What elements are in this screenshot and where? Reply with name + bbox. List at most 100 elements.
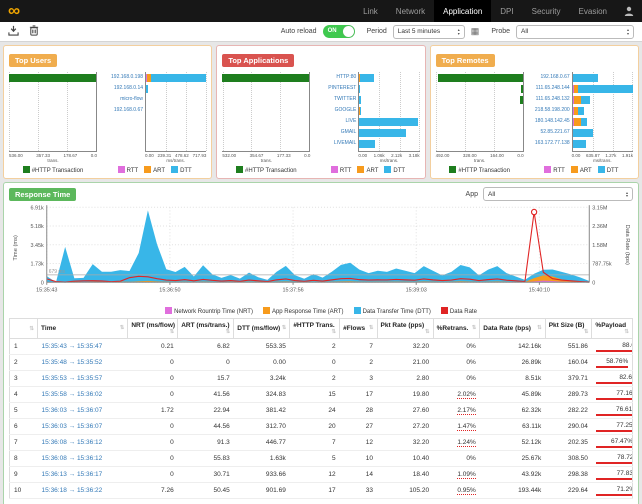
- legend-swatch: [353, 307, 361, 314]
- column-header[interactable]: Pkt Size (B) ⇅: [544, 318, 593, 339]
- payload-cell: 88.02%: [591, 338, 633, 355]
- nav-item-link[interactable]: Link: [363, 6, 378, 16]
- axis-tick: 3.18k: [408, 153, 420, 158]
- bar-segment: [572, 128, 593, 137]
- toolbar: Auto reload ON Period Last 5 minutes ▴ ▾ …: [0, 22, 642, 42]
- calendar-icon[interactable]: ▦: [470, 26, 480, 36]
- column-header[interactable]: DTT (ms/flow) ⇅: [233, 318, 291, 339]
- nav-item-network[interactable]: Network: [395, 6, 426, 16]
- time-range-link[interactable]: 15:35:53 → 15:35:57: [37, 370, 128, 387]
- legend-item: ART: [144, 166, 165, 174]
- bar-segment: [359, 128, 406, 137]
- legend-swatch: [440, 307, 448, 314]
- time-range-link[interactable]: 15:36:18 → 15:36:22: [37, 482, 128, 499]
- category-label: micro-flow: [120, 96, 144, 102]
- toggle-on-text: ON: [327, 28, 337, 34]
- bar-segment: [146, 73, 151, 82]
- category-label: 52.85.221.67: [540, 129, 570, 135]
- bar-segment: [574, 95, 582, 104]
- mini-chart-legend: #HTTP Transaction: [9, 166, 97, 174]
- data-cell: 15.7: [177, 370, 234, 387]
- payload-bar: [595, 381, 633, 384]
- column-header[interactable]: %Retrans. ⇅: [432, 318, 481, 339]
- retrans-cell: 1.09%: [433, 466, 480, 483]
- trash-icon[interactable]: [29, 23, 39, 41]
- axis-tick: 492.00: [435, 153, 450, 158]
- data-cell: 10.40: [377, 450, 434, 467]
- download-icon[interactable]: [8, 23, 19, 41]
- column-header[interactable]: Data Rate (bps) ⇅: [479, 318, 546, 339]
- probe-select[interactable]: All ▴ ▾: [516, 24, 634, 39]
- column-header[interactable]: ART (ms/trans.) ⇅: [177, 318, 235, 339]
- svg-text:0: 0: [592, 280, 595, 286]
- category-label: 218.58.198.200: [534, 107, 570, 113]
- payload-cell: 77.83%: [591, 466, 633, 483]
- data-cell: 0: [127, 354, 178, 371]
- data-cell: 30.71: [177, 466, 234, 483]
- latency-stacked-chart: 192.168.0.67 111.65.248.144 111.65.248.132…: [530, 72, 634, 174]
- bar-segment: [574, 84, 579, 93]
- data-cell: 308.50: [545, 450, 592, 467]
- data-cell: 19.80: [377, 386, 434, 403]
- column-header[interactable]: Time ⇅: [37, 318, 129, 339]
- category-label: HTTP:80: [336, 74, 357, 80]
- data-cell: 553.35: [233, 338, 290, 355]
- nav-item-dpi[interactable]: DPI: [500, 6, 514, 16]
- nav-item-application[interactable]: Application: [434, 0, 492, 22]
- auto-reload-toggle[interactable]: ON: [322, 25, 355, 38]
- axis-tick: 0.0: [304, 153, 311, 158]
- svg-text:Data Rate (bps): Data Rate (bps): [624, 225, 630, 265]
- legend-item: DTT: [384, 166, 405, 174]
- user-icon[interactable]: [624, 6, 634, 16]
- category-label: GMAIL: [340, 129, 357, 135]
- legend-swatch: [544, 166, 552, 173]
- sort-all-header[interactable]: ⇅: [8, 318, 39, 339]
- data-cell: 5: [289, 450, 340, 467]
- time-range-link[interactable]: 15:36:03 → 15:36:07: [37, 402, 128, 419]
- time-range-link[interactable]: 15:35:43 → 15:35:47: [37, 338, 128, 355]
- svg-text:15:40:10: 15:40:10: [529, 288, 550, 294]
- category-label: 111.65.248.144: [535, 85, 570, 91]
- time-range-link[interactable]: 15:36:08 → 15:36:12: [37, 450, 128, 467]
- axis-tick: 532.00: [222, 153, 237, 158]
- time-range-link[interactable]: 15:36:08 → 15:36:12: [37, 434, 128, 451]
- bar-segment: [359, 73, 361, 82]
- app-select[interactable]: All ▴ ▾: [483, 187, 633, 201]
- axis-tick: 1.91k: [621, 153, 633, 158]
- time-range-link[interactable]: 15:36:03 → 15:36:07: [37, 418, 128, 435]
- table-row: 5 15:36:03 → 15:36:07 1.72 22.94 381.42 24 28 2…: [9, 402, 633, 419]
- row-number: 7: [9, 434, 38, 451]
- nav-item-security[interactable]: Security: [531, 6, 561, 16]
- nav-item-evasion[interactable]: Evasion: [578, 6, 607, 16]
- time-range-link[interactable]: 15:36:13 → 15:36:17: [37, 466, 128, 483]
- bar-segment: [146, 84, 149, 93]
- time-range-link[interactable]: 15:35:48 → 15:35:52: [37, 354, 128, 371]
- period-select[interactable]: Last 5 minutes ▴ ▾: [392, 24, 465, 39]
- column-header[interactable]: #Flows ⇅: [339, 318, 378, 339]
- data-cell: 17: [289, 482, 340, 499]
- retrans-cell: 2.02%: [433, 386, 480, 403]
- bar-segment: [359, 117, 419, 126]
- data-cell: 22.94: [177, 402, 234, 419]
- legend-swatch: [570, 166, 578, 173]
- axis-tick: 239.31: [157, 153, 172, 158]
- data-cell: 2.80: [377, 370, 434, 387]
- data-cell: 8.51k: [479, 370, 546, 387]
- axis-unit: ms/trans.: [593, 158, 612, 163]
- data-cell: 52.12k: [479, 434, 546, 451]
- category-label: PINTEREST: [328, 85, 357, 91]
- category-label: 111.65.248.132: [535, 96, 570, 102]
- legend-item: DTT: [597, 166, 618, 174]
- time-range-link[interactable]: 15:35:58 → 15:36:02: [37, 386, 128, 403]
- column-header[interactable]: %Payload ⇅: [591, 318, 633, 339]
- brand-infinity-logo[interactable]: ∞: [8, 1, 21, 20]
- column-header[interactable]: #HTTP Trans. ⇅: [289, 318, 341, 339]
- column-header[interactable]: Pkt Rate (pps) ⇅: [376, 318, 434, 339]
- svg-text:6.91k: 6.91k: [30, 205, 44, 211]
- data-cell: 14: [339, 466, 378, 483]
- category-label: 192.168.0.198: [111, 74, 144, 80]
- payload-bar: [595, 413, 633, 416]
- select-arrows-icon: ▴ ▾: [626, 27, 629, 36]
- data-cell: 63.11k: [479, 418, 546, 435]
- column-header[interactable]: NRT (ms/flow) ⇅: [127, 318, 179, 339]
